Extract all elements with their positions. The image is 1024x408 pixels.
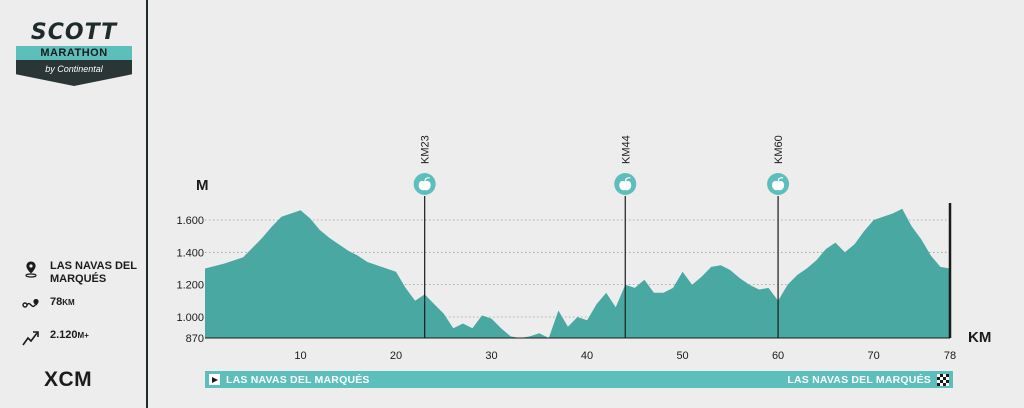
y-axis-label: M: [196, 177, 209, 194]
x-tick-label: 30: [485, 350, 497, 362]
x-axis-label: KM: [968, 329, 991, 346]
x-tick-label: 50: [676, 350, 688, 362]
y-tick-label: 1.200: [176, 280, 204, 292]
y-tick-label: 1.400: [176, 247, 204, 259]
stat-location: LAS NAVAS DEL MARQUÉS: [22, 260, 138, 286]
elevation-profile-chart: 870 1.000 1.200 1.400 1.600 10 20 30 40 50 60 70 78 M…: [176, 135, 991, 362]
apple-icon: [619, 177, 632, 191]
apple-icon: [772, 177, 785, 191]
x-tick-label: 60: [772, 350, 784, 362]
distance-value: 78: [50, 296, 63, 308]
x-tick-label: 70: [867, 350, 879, 362]
sidebar-divider: [146, 0, 148, 408]
elevation-text: 2.120M+: [50, 329, 89, 342]
route-finish: LAS NAVAS DEL MARQUÉS: [787, 373, 949, 386]
elevation-icon: [22, 331, 39, 346]
elevation-area: [205, 208, 950, 338]
elevation-unit: M+: [77, 331, 89, 340]
event-logo: SCOTT MARATHON by Continental: [10, 18, 138, 88]
checkpoint-label: KM44: [620, 135, 632, 164]
checkpoint-label: KM23: [420, 135, 432, 164]
route-finish-label: LAS NAVAS DEL MARQUÉS: [787, 373, 931, 386]
route-start-label: LAS NAVAS DEL MARQUÉS: [226, 373, 370, 386]
checkpoint-label: KM60: [773, 135, 785, 164]
play-icon: [209, 374, 220, 385]
distance-text: 78KM: [50, 296, 75, 309]
logo-brand: SCOTT: [30, 19, 118, 45]
location-pin-icon: [25, 261, 37, 278]
logo-sponsor: by Continental: [16, 60, 132, 86]
location-text: LAS NAVAS DEL MARQUÉS: [50, 260, 137, 285]
discipline-label: XCM: [44, 368, 93, 391]
checkered-flag-icon: [937, 373, 949, 386]
x-tick-label: 40: [581, 350, 593, 362]
y-tick-label: 1.600: [176, 215, 204, 227]
elevation-value: 2.120: [50, 329, 78, 341]
sidebar: SCOTT MARATHON by Continental LAS NAVAS …: [0, 0, 146, 408]
stat-distance: 78KM: [22, 296, 75, 314]
y-tick-label: 1.000: [176, 312, 204, 324]
route-bar: LAS NAVAS DEL MARQUÉS LAS NAVAS DEL MARQ…: [205, 371, 953, 388]
x-tick-label: 78: [944, 350, 956, 362]
x-tick-label: 20: [390, 350, 402, 362]
x-tick-label: 10: [294, 350, 306, 362]
distance-unit: KM: [62, 298, 75, 307]
apple-icon: [418, 177, 431, 191]
y-tick-label: 870: [186, 333, 204, 345]
logo-event: MARATHON: [16, 46, 132, 60]
route-icon: [22, 299, 39, 308]
stat-elevation: 2.120M+: [22, 329, 89, 347]
route-start: LAS NAVAS DEL MARQUÉS: [209, 374, 370, 386]
